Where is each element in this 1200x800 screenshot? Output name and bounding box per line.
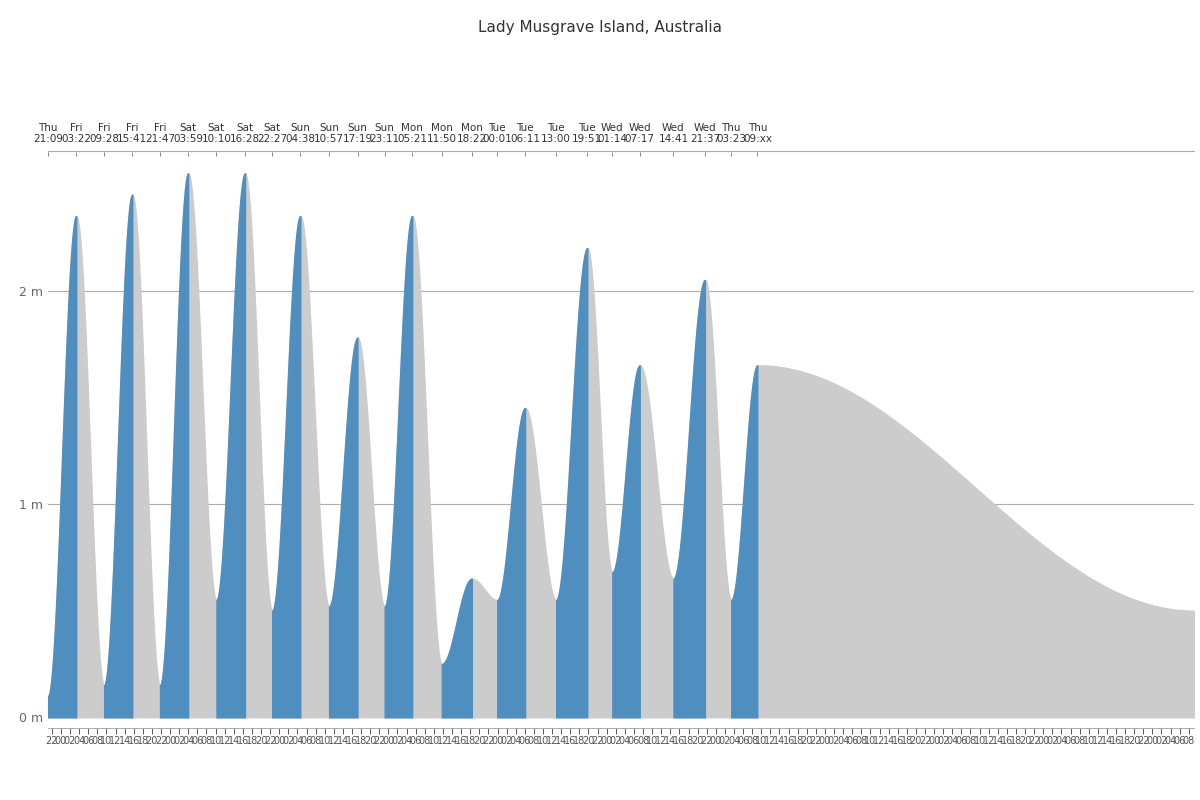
- Text: Lady Musgrave Island, Australia: Lady Musgrave Island, Australia: [478, 20, 722, 35]
